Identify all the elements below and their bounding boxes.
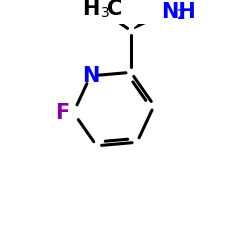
Text: H: H: [82, 0, 99, 19]
Text: F: F: [55, 102, 69, 122]
Text: 3: 3: [100, 6, 109, 20]
Polygon shape: [134, 10, 159, 29]
Text: NH: NH: [161, 2, 196, 21]
Text: N: N: [82, 66, 99, 86]
Text: C: C: [107, 0, 122, 19]
Text: 2: 2: [177, 8, 186, 22]
